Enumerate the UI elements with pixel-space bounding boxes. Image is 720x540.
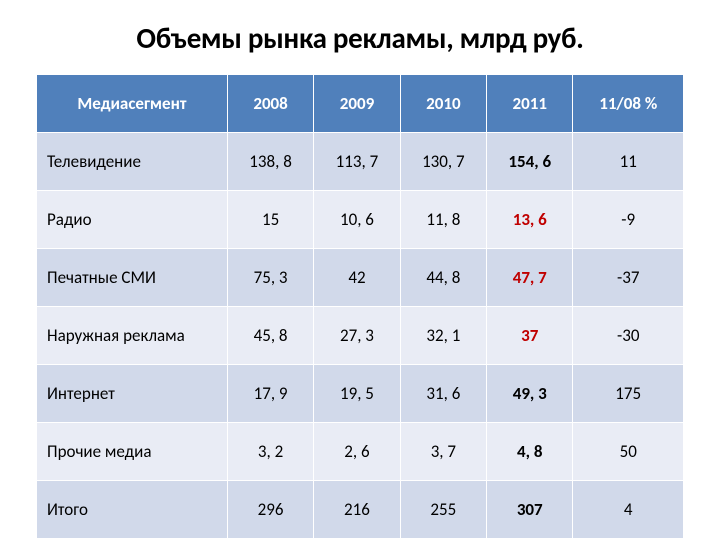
cell-pct: 4	[573, 481, 684, 539]
col-header-2009: 2009	[314, 75, 400, 133]
cell-pct: 50	[573, 423, 684, 481]
cell-c2010: 3, 7	[400, 423, 486, 481]
cell-c2008: 138, 8	[227, 133, 313, 191]
table-body: Телевидение138, 8113, 7130, 7154, 611Рад…	[37, 133, 684, 539]
cell-c2010: 32, 1	[400, 307, 486, 365]
page-title: Объемы рынка рекламы, млрд руб.	[36, 20, 684, 56]
col-header-2011: 2011	[487, 75, 573, 133]
cell-c2011: 307	[487, 481, 573, 539]
cell-pct: -30	[573, 307, 684, 365]
cell-pct: 11	[573, 133, 684, 191]
table-row: Интернет17, 919, 531, 649, 3175	[37, 365, 684, 423]
cell-pct: -37	[573, 249, 684, 307]
row-label: Печатные СМИ	[37, 249, 228, 307]
cell-c2008: 296	[227, 481, 313, 539]
table-row: Наружная реклама45, 827, 332, 137-30	[37, 307, 684, 365]
row-label: Наружная реклама	[37, 307, 228, 365]
row-label: Телевидение	[37, 133, 228, 191]
cell-c2008: 17, 9	[227, 365, 313, 423]
cell-c2008: 15	[227, 191, 313, 249]
cell-c2010: 255	[400, 481, 486, 539]
data-table: Медиасегмент 2008 2009 2010 2011 11/08 %…	[36, 74, 684, 539]
cell-c2009: 113, 7	[314, 133, 400, 191]
cell-c2011: 49, 3	[487, 365, 573, 423]
cell-c2010: 11, 8	[400, 191, 486, 249]
cell-pct: 175	[573, 365, 684, 423]
cell-c2008: 45, 8	[227, 307, 313, 365]
cell-c2010: 44, 8	[400, 249, 486, 307]
cell-c2009: 42	[314, 249, 400, 307]
cell-c2011: 4, 8	[487, 423, 573, 481]
col-header-2010: 2010	[400, 75, 486, 133]
row-label: Прочие медиа	[37, 423, 228, 481]
cell-c2008: 75, 3	[227, 249, 313, 307]
cell-c2008: 3, 2	[227, 423, 313, 481]
row-label: Интернет	[37, 365, 228, 423]
cell-c2009: 2, 6	[314, 423, 400, 481]
cell-c2011: 13, 6	[487, 191, 573, 249]
cell-c2009: 216	[314, 481, 400, 539]
cell-c2009: 19, 5	[314, 365, 400, 423]
col-header-segment: Медиасегмент	[37, 75, 228, 133]
table-row: Прочие медиа3, 22, 63, 74, 850	[37, 423, 684, 481]
cell-c2010: 130, 7	[400, 133, 486, 191]
col-header-pct: 11/08 %	[573, 75, 684, 133]
row-label: Радио	[37, 191, 228, 249]
cell-c2011: 47, 7	[487, 249, 573, 307]
cell-c2010: 31, 6	[400, 365, 486, 423]
table-row: Радио1510, 611, 813, 6-9	[37, 191, 684, 249]
table-row: Печатные СМИ75, 34244, 847, 7-37	[37, 249, 684, 307]
cell-c2011: 37	[487, 307, 573, 365]
cell-c2009: 10, 6	[314, 191, 400, 249]
row-label: Итого	[37, 481, 228, 539]
table-row: Итого2962162553074	[37, 481, 684, 539]
table-row: Телевидение138, 8113, 7130, 7154, 611	[37, 133, 684, 191]
table-header-row: Медиасегмент 2008 2009 2010 2011 11/08 %	[37, 75, 684, 133]
col-header-2008: 2008	[227, 75, 313, 133]
cell-c2009: 27, 3	[314, 307, 400, 365]
cell-c2011: 154, 6	[487, 133, 573, 191]
cell-pct: -9	[573, 191, 684, 249]
